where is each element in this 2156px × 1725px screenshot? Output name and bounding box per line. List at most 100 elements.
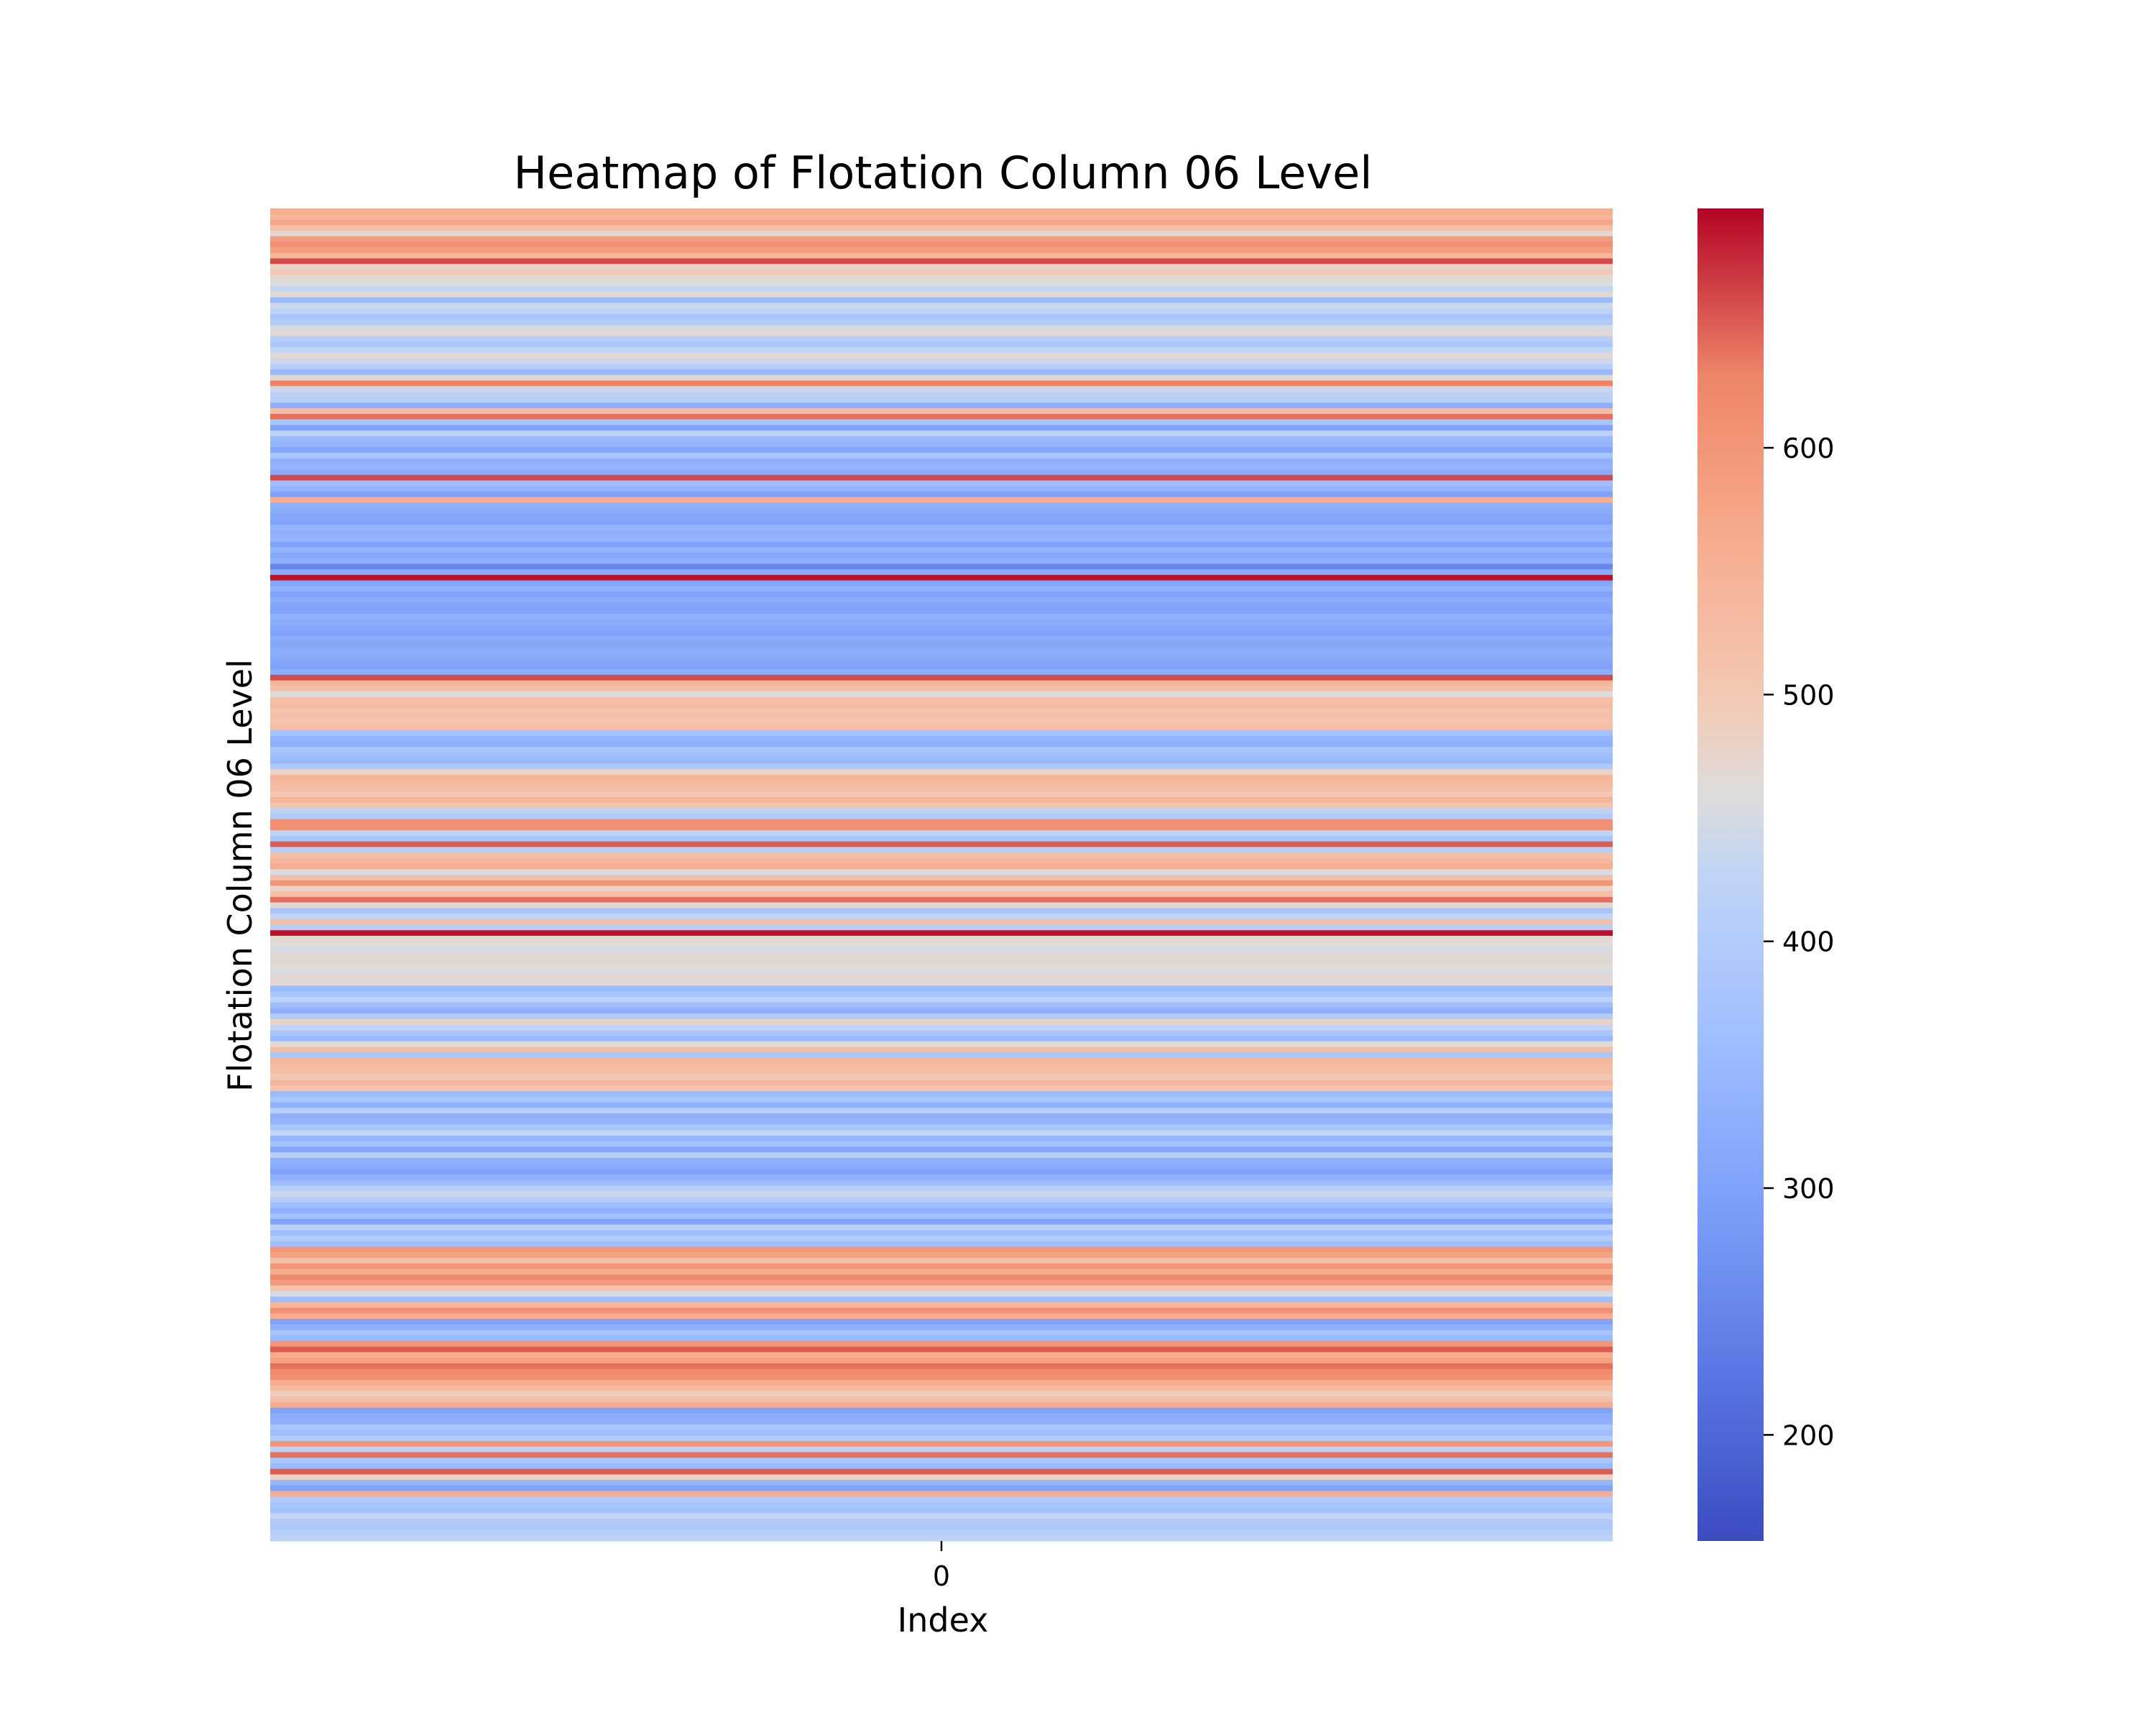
heatmap-cell — [270, 824, 1613, 831]
heatmap-cell — [270, 580, 1613, 586]
heatmap-cell — [270, 408, 1613, 415]
heatmap-cell — [270, 464, 1613, 470]
x-axis: 0 — [933, 1541, 950, 1592]
heatmap-cell — [270, 1297, 1613, 1303]
heatmap-cell — [270, 1458, 1613, 1464]
heatmap-cell — [270, 1163, 1613, 1170]
heatmap-cell — [270, 635, 1613, 643]
heatmap-cell — [270, 857, 1613, 865]
heatmap-cell — [270, 1507, 1613, 1514]
heatmap-cell — [270, 680, 1613, 686]
colorbar-tick-label: 300 — [1782, 1173, 1835, 1205]
heatmap-cell — [270, 1208, 1613, 1214]
heatmap-cell — [270, 1519, 1613, 1525]
heatmap-cell — [270, 919, 1613, 926]
heatmap-cell — [270, 786, 1613, 792]
chart-title: Heatmap of Flotation Column 06 Level — [514, 147, 1373, 199]
heatmap-cell — [270, 1046, 1613, 1053]
heatmap-cell — [270, 1141, 1613, 1148]
heatmap-cell — [270, 1313, 1613, 1320]
heatmap-cell — [270, 286, 1613, 293]
heatmap-cell — [270, 1468, 1613, 1475]
heatmap-cell — [270, 397, 1613, 403]
heatmap-cell — [270, 608, 1613, 615]
heatmap-cell — [270, 758, 1613, 765]
heatmap-cell — [270, 1440, 1613, 1448]
heatmap-cell — [270, 658, 1613, 665]
heatmap-cell — [270, 941, 1613, 948]
heatmap-cell — [270, 1069, 1613, 1075]
heatmap-cell — [270, 592, 1613, 598]
heatmap-cell — [270, 875, 1613, 881]
heatmap-cell — [270, 869, 1613, 875]
heatmap-cell — [270, 1480, 1613, 1486]
heatmap-cell — [270, 558, 1613, 564]
heatmap-cell — [270, 1224, 1613, 1230]
heatmap-cell — [270, 730, 1613, 737]
heatmap-cell — [270, 741, 1613, 748]
heatmap-cell — [270, 1197, 1613, 1203]
heatmap-cell — [270, 1524, 1613, 1531]
heatmap-cell — [270, 258, 1613, 264]
heatmap-cell — [270, 1335, 1613, 1342]
heatmap-cell — [270, 653, 1613, 659]
heatmap-cell — [270, 352, 1613, 359]
heatmap-cell — [270, 891, 1613, 898]
heatmap-cell — [270, 1241, 1613, 1248]
heatmap-cell — [270, 924, 1613, 931]
heatmap-cell — [270, 1379, 1613, 1386]
heatmap-cell — [270, 886, 1613, 892]
heatmap-cell — [270, 802, 1613, 809]
heatmap-cell — [270, 969, 1613, 975]
heatmap-cell — [270, 1258, 1613, 1264]
heatmap-cell — [270, 1113, 1613, 1120]
heatmap-cell — [270, 963, 1613, 970]
heatmap-cell — [270, 713, 1613, 720]
heatmap-cell — [270, 374, 1613, 382]
heatmap-cell — [270, 419, 1613, 426]
heatmap-cell — [270, 1263, 1613, 1270]
heatmap-cell — [270, 691, 1613, 698]
colorbar-tick-label: 200 — [1782, 1420, 1835, 1451]
heatmap-cell — [270, 1146, 1613, 1153]
heatmap-cell — [270, 613, 1613, 620]
heatmap-cell — [270, 1152, 1613, 1159]
heatmap-cell — [270, 297, 1613, 303]
heatmap-cell — [270, 935, 1613, 942]
heatmap-cell — [270, 724, 1613, 731]
heatmap-cell — [270, 441, 1613, 448]
heatmap-cell — [270, 1307, 1613, 1314]
colorbar-ticks: 200 300 400 500 600 — [1764, 433, 1835, 1451]
heatmap-cell — [270, 386, 1613, 392]
heatmap-cell — [270, 1419, 1613, 1425]
heatmap-cell — [270, 1269, 1613, 1275]
heatmap-cell — [270, 1358, 1613, 1364]
heatmap-cell — [270, 1102, 1613, 1109]
heatmap-cell — [270, 1291, 1613, 1297]
heatmap-cell — [270, 908, 1613, 914]
heatmap-cell — [270, 497, 1613, 504]
heatmap-cell — [270, 1030, 1613, 1036]
heatmap-cell — [270, 1230, 1613, 1236]
heatmap-cell — [270, 980, 1613, 987]
heatmap-cell — [270, 1202, 1613, 1209]
heatmap-cell — [270, 474, 1613, 482]
heatmap-cells — [270, 208, 1613, 1542]
heatmap-cell — [270, 735, 1613, 742]
heatmap-cell — [270, 1319, 1613, 1325]
heatmap-cell — [270, 452, 1613, 459]
heatmap-cell — [270, 1474, 1613, 1481]
heatmap-cell — [270, 1052, 1613, 1059]
heatmap-cell — [270, 341, 1613, 348]
heatmap-cell — [270, 336, 1613, 342]
heatmap-cell — [270, 530, 1613, 537]
heatmap-cell — [270, 641, 1613, 648]
heatmap-cell — [270, 674, 1613, 681]
heatmap-cell — [270, 491, 1613, 498]
heatmap-cell — [270, 780, 1613, 786]
heatmap-cell — [270, 1057, 1613, 1064]
heatmap-cell — [270, 663, 1613, 670]
heatmap-cell — [270, 1413, 1613, 1420]
heatmap-cell — [270, 213, 1613, 221]
